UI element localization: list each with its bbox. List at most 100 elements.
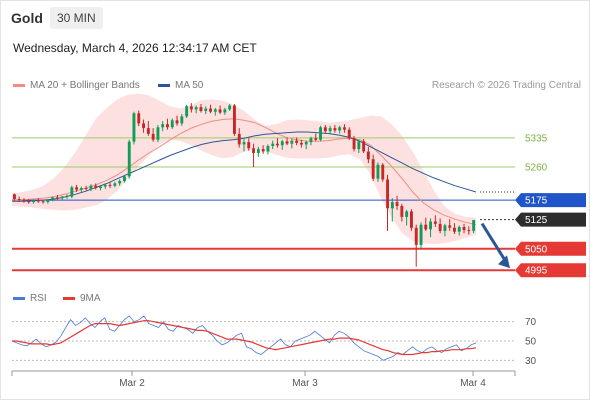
resistance-label-5260: 5260 bbox=[525, 163, 548, 174]
candle-body bbox=[347, 129, 351, 139]
candle-body bbox=[333, 128, 337, 131]
legend-ma20: MA 20 + Bollinger Bands bbox=[13, 80, 140, 91]
legend-ma50: MA 50 bbox=[158, 80, 203, 91]
candle-body bbox=[295, 140, 299, 143]
candle-body bbox=[127, 141, 131, 177]
candle-body bbox=[271, 143, 275, 146]
candle-body bbox=[41, 201, 45, 203]
candle-body bbox=[448, 225, 452, 228]
candle-body bbox=[300, 142, 303, 145]
resistance-label-5335: 5335 bbox=[525, 133, 548, 144]
candle-body bbox=[390, 202, 394, 209]
candle-body bbox=[252, 148, 255, 153]
candle-body bbox=[170, 120, 174, 128]
candle-body bbox=[137, 113, 141, 124]
candle-body bbox=[94, 185, 98, 188]
candle-body bbox=[123, 176, 126, 182]
candle-body bbox=[17, 199, 21, 200]
candle-body bbox=[242, 142, 246, 145]
candle-body bbox=[319, 127, 322, 140]
candle-body bbox=[79, 188, 83, 190]
ma50-line bbox=[12, 131, 477, 202]
candle-body bbox=[32, 200, 35, 203]
candle-body bbox=[386, 179, 389, 209]
candle-body bbox=[443, 225, 447, 231]
legend-9ma: 9MA bbox=[63, 293, 101, 304]
candle-body bbox=[175, 120, 179, 124]
pivot-label-5175: 5175 bbox=[525, 196, 548, 207]
legend-ma20-label: MA 20 + Bollinger Bands bbox=[30, 80, 140, 91]
candle-body bbox=[410, 211, 413, 228]
candle-body bbox=[414, 227, 418, 245]
candle-body bbox=[237, 133, 241, 145]
candle-body bbox=[467, 230, 471, 232]
candle-body bbox=[228, 105, 232, 110]
legend-rsi-label: RSI bbox=[30, 293, 47, 304]
candle-body bbox=[285, 141, 289, 144]
forecast-arrow-head bbox=[498, 255, 510, 269]
candle-body bbox=[180, 116, 184, 124]
candle-body bbox=[371, 159, 375, 179]
candle-body bbox=[400, 206, 404, 217]
candle-body bbox=[22, 199, 26, 202]
rsi-9ma-line bbox=[12, 320, 477, 356]
candle-body bbox=[189, 106, 193, 110]
candle-body bbox=[261, 149, 265, 152]
support-label-4995: 4995 bbox=[525, 266, 548, 277]
pivot-tag bbox=[515, 193, 586, 208]
candle-body bbox=[338, 127, 342, 131]
candle-body bbox=[56, 197, 59, 199]
candle-body bbox=[70, 187, 74, 197]
ma50-swatch bbox=[158, 84, 170, 87]
x-tick-mar-4: Mar 4 bbox=[460, 378, 486, 389]
candle-body bbox=[290, 140, 294, 144]
x-tick-mar-2: Mar 2 bbox=[119, 378, 145, 389]
candle-body bbox=[304, 142, 308, 145]
candle-body bbox=[132, 113, 136, 142]
candle-body bbox=[118, 181, 122, 184]
candle-body bbox=[309, 138, 313, 143]
candle-body bbox=[366, 151, 370, 160]
bollinger-band bbox=[12, 93, 476, 245]
forecast-arrow-shaft bbox=[480, 222, 507, 262]
candle-body bbox=[185, 106, 189, 117]
candle-body bbox=[256, 149, 260, 153]
candle-body bbox=[209, 108, 212, 112]
ma9-swatch bbox=[63, 297, 75, 300]
candle-body bbox=[51, 197, 55, 200]
interval-button[interactable]: 30 MIN bbox=[50, 7, 103, 29]
candle-body bbox=[156, 127, 160, 140]
candle-body bbox=[343, 127, 346, 130]
candle-body bbox=[381, 164, 385, 180]
candle-body bbox=[99, 186, 102, 189]
candle-body bbox=[204, 108, 208, 111]
candle-body bbox=[457, 227, 461, 232]
support-tag-5050 bbox=[515, 241, 586, 256]
instrument-title: Gold bbox=[11, 10, 43, 26]
candle-body bbox=[438, 223, 442, 231]
candle-body bbox=[142, 123, 145, 129]
legend-rsi: RSI bbox=[13, 293, 47, 304]
legend-9ma-label: 9MA bbox=[80, 293, 101, 304]
candle-body bbox=[453, 227, 456, 232]
x-tick-mar-3: Mar 3 bbox=[292, 378, 318, 389]
candle-body bbox=[266, 146, 270, 152]
candle-body bbox=[13, 194, 16, 199]
last-price-label: 5125 bbox=[525, 215, 548, 226]
candle-body bbox=[314, 138, 318, 140]
candle-body bbox=[429, 221, 432, 230]
candle-body bbox=[223, 109, 227, 113]
candle-body bbox=[151, 133, 155, 140]
research-credit: Research © 2026 Trading Central bbox=[431, 80, 581, 91]
ma20-swatch bbox=[13, 84, 25, 87]
candle-body bbox=[328, 128, 332, 132]
candle-body bbox=[46, 199, 50, 202]
candle-body bbox=[27, 201, 31, 203]
candle-body bbox=[472, 220, 476, 231]
candle-body bbox=[108, 184, 112, 186]
candle-body bbox=[323, 127, 327, 132]
candle-body bbox=[424, 224, 428, 230]
rsi-swatch bbox=[13, 297, 25, 300]
support-tag-4995 bbox=[515, 263, 586, 278]
